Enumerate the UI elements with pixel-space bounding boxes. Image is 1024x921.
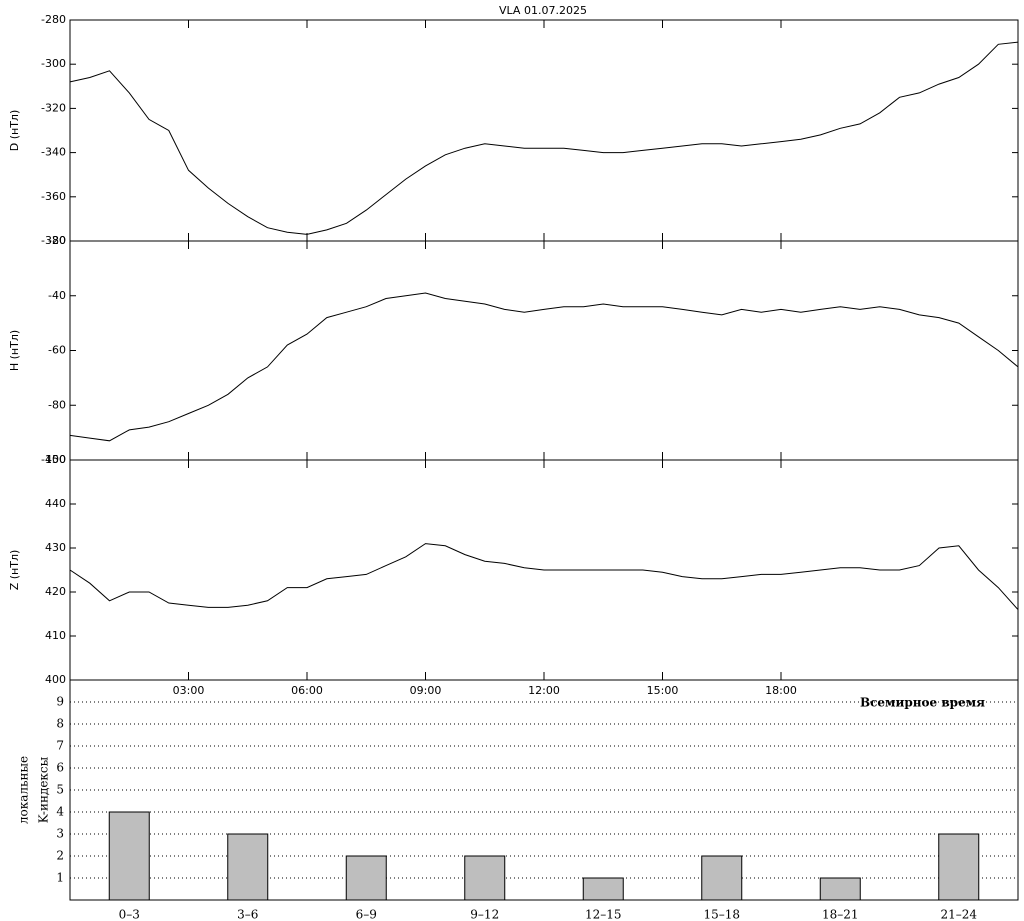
plot-frame [69,19,1019,242]
x-tick-label: 6–9 [356,908,377,921]
y-tick-label: 1 [56,871,64,885]
y-axis-label: H (нТл) [8,330,21,371]
y-tick-label: -80 [48,398,66,411]
y-tick-label: 2 [56,849,64,863]
y-tick-label: -340 [41,146,66,159]
y-axis-label: D (нТл) [8,110,21,152]
y-tick-label: 430 [45,541,66,554]
x-tick-label: 12–15 [585,908,622,921]
plot-frame [69,240,1019,461]
y-tick-label: -300 [41,57,66,70]
y-tick-label: -60 [48,344,66,357]
y-tick-label: -280 [41,13,66,26]
y-tick-label: 4 [56,805,64,819]
y-tick-label: 440 [45,497,66,510]
y-tick-label: 3 [56,827,64,841]
x-tick-label: 15:00 [647,684,679,697]
y-tick-label: 6 [56,761,64,775]
x-tick-label: 03:00 [173,684,205,697]
data-line [69,292,1019,442]
bar [464,855,506,901]
y-tick-label: 450 [45,453,66,466]
x-tick-label: 12:00 [528,684,560,697]
y-axis-label: Z (нТл) [8,550,21,591]
y-tick-label: 9 [56,695,64,709]
x-tick-label: 18–21 [822,908,859,921]
y-axis-label: локальные [17,756,31,824]
bar [345,855,387,901]
y-tick-label: 5 [56,783,64,797]
bar [108,811,150,901]
y-tick-label: -20 [48,234,66,247]
x-tick-label: 0–3 [119,908,140,921]
y-tick-label: -320 [41,101,66,114]
x-tick-label: 3–6 [237,908,258,921]
x-tick-label: 15–18 [703,908,740,921]
y-tick-label: 420 [45,585,66,598]
x-tick-label: 18:00 [765,684,797,697]
y-tick-label: -380 [41,234,66,247]
y-axis-label: K-индексы [37,756,51,823]
plot-frame [69,679,1019,901]
y-tick-label: -100 [41,453,66,466]
data-line [69,41,1019,235]
bar [582,877,624,901]
x-tick-label: 09:00 [410,684,442,697]
y-tick-label: -40 [48,289,66,302]
bar [227,833,269,901]
y-tick-label: 7 [56,739,64,753]
y-tick-label: 8 [56,717,64,731]
x-axis-label: Всемирное время [860,696,985,710]
y-tick-label: 410 [45,629,66,642]
bar [938,833,980,901]
data-line [69,543,1019,610]
x-tick-label: 06:00 [291,684,323,697]
x-tick-label: 9–12 [470,908,499,921]
y-tick-label: -360 [41,190,66,203]
y-tick-label: 400 [45,673,66,686]
bar [819,877,861,901]
bar [701,855,743,901]
x-tick-label: 21–24 [940,908,977,921]
chart-title: VLA 01.07.2025 [499,4,587,17]
